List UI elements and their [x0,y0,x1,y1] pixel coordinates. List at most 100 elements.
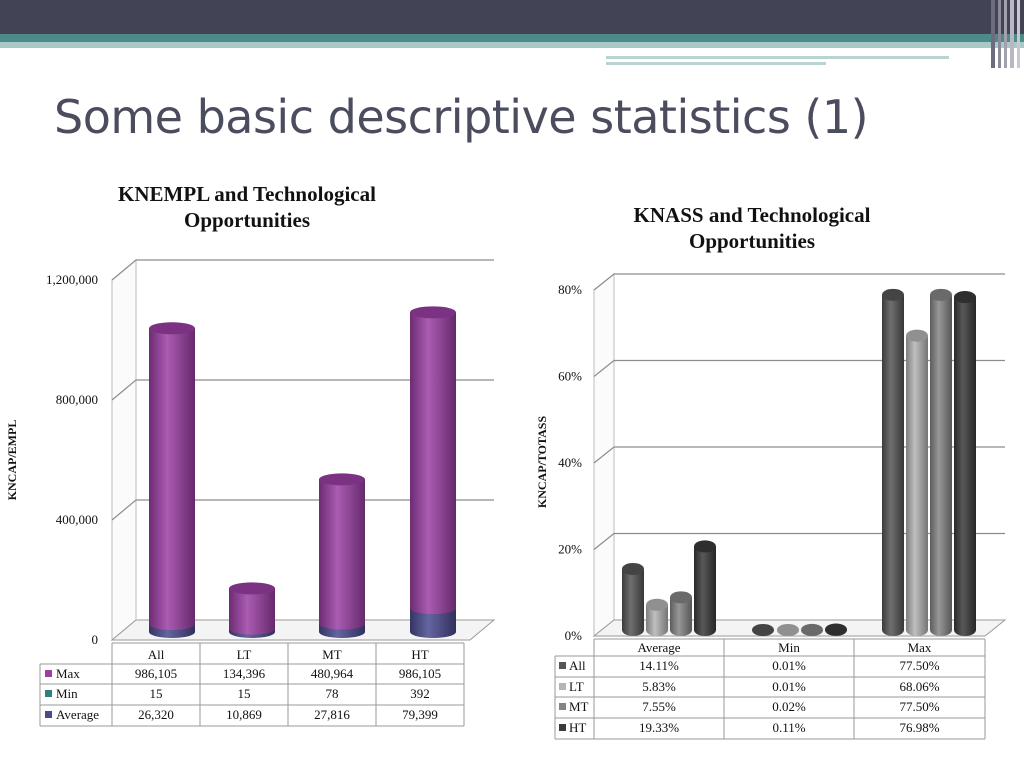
table-header-cell: LT [237,647,252,662]
legend-swatch [45,670,52,677]
bar-ht [954,297,976,636]
table-cell: 77.50% [899,658,939,673]
bar-lt-top [646,598,668,611]
table-cell: 26,320 [138,707,174,722]
header-accent-line [606,62,826,65]
table-cell: 0.02% [772,699,806,714]
y-tick-label: 1,200,000 [46,272,98,287]
bar-lt-top [906,329,928,342]
table-cell: 79,399 [402,707,438,722]
gridline [111,499,494,521]
header-accent-stripe-light [0,42,1024,48]
table-cell: 480,964 [311,666,354,681]
legend-label: HT [569,720,586,735]
bar-all [882,294,904,636]
bar-mt [670,597,692,636]
header-decor-line [1010,0,1014,68]
bar-ht-top [954,291,976,304]
bar-all-top [882,288,904,301]
bar-mt-top [801,623,823,636]
table-cell: 14.11% [639,658,679,673]
chart-title: KNEMPL and Technological [118,182,376,206]
table-cell: 986,105 [135,666,177,681]
gridline [593,359,1005,377]
gridline [593,532,1005,550]
bar-mt-top [670,591,692,604]
table-header-cell: MT [322,647,342,662]
bar-max-top [149,322,195,335]
bar-max-top [410,306,456,319]
table-cell: 68.06% [899,679,939,694]
legend-label: Min [56,686,78,701]
y-tick-label: 40% [558,455,582,470]
legend-swatch [559,703,566,710]
table-header-cell: HT [411,647,428,662]
y-tick-label: 0% [565,628,583,643]
bar-mt [930,294,952,636]
table-cell: 392 [410,686,430,701]
table-cell: 15 [150,686,163,701]
chart-title: Opportunities [689,229,815,253]
bar-all [622,568,644,636]
y-tick-label: 80% [558,282,582,297]
legend-label: LT [569,679,584,694]
header-accent-stripe [0,34,1024,42]
legend-label: Max [56,666,80,681]
page-title: Some basic descriptive statistics (1) [54,90,869,144]
y-tick-label: 400,000 [56,512,98,527]
bar-max [149,328,195,631]
table-cell: 19.33% [639,720,679,735]
table-cell: 986,105 [399,666,441,681]
table-cell: 5.83% [642,679,676,694]
header-bar [0,0,1024,34]
table-cell: 0.01% [772,679,806,694]
table-cell: 0.11% [772,720,805,735]
header-decor-line [1017,0,1020,68]
y-tick-label: 20% [558,542,582,557]
data-table: All LT MT HT Max 986,105 134,396 480,964 986,105… [39,642,465,727]
bar-ht-top [694,540,716,553]
legend-swatch [45,711,52,718]
bar-ht [694,546,716,636]
chart-title: Opportunities [184,208,310,232]
legend-swatch [559,724,566,731]
legend-swatch [559,662,566,669]
legend-swatch [559,683,566,690]
gridline [111,259,494,281]
bar-lt [646,604,668,636]
bar-ht-top [825,623,847,636]
y-tick-label: 60% [558,369,582,384]
table-cell: 10,869 [226,707,262,722]
y-axis-label: KNCAP/TOTASS [535,416,549,509]
table-header-cell: Min [778,640,800,655]
table-header-cell: Max [908,640,932,655]
legend-swatch [45,690,52,697]
bar-all-top [752,623,774,636]
bar-max-top [319,473,365,486]
y-tick-label: 0 [92,632,99,647]
legend-label: Average [56,707,99,722]
bar-lt-top [777,623,799,636]
table-header-cell: All [148,647,165,662]
legend-label: MT [569,699,589,714]
gridline [593,446,1005,464]
header-decor-line [998,0,1001,68]
bar-all-top [622,562,644,575]
data-table: Average Min Max All 14.11% 0.01% 77.50% LT 5.83%… [554,638,986,740]
gridline [111,379,494,401]
bar-max-top [229,582,275,595]
bar-max [319,479,366,630]
table-cell: 76.98% [899,720,939,735]
bar-average [410,608,456,638]
bar-lt [906,335,928,636]
table-cell: 78 [326,686,339,701]
table-cell: 27,816 [314,707,350,722]
header-decor-line [1004,0,1007,68]
bar-max [229,588,275,635]
y-axis-label: KNCAP/EMPL [5,420,19,501]
bar-mt-top [930,288,952,301]
header-decor-line [991,0,995,68]
chart-title: KNASS and Technological [634,203,871,227]
